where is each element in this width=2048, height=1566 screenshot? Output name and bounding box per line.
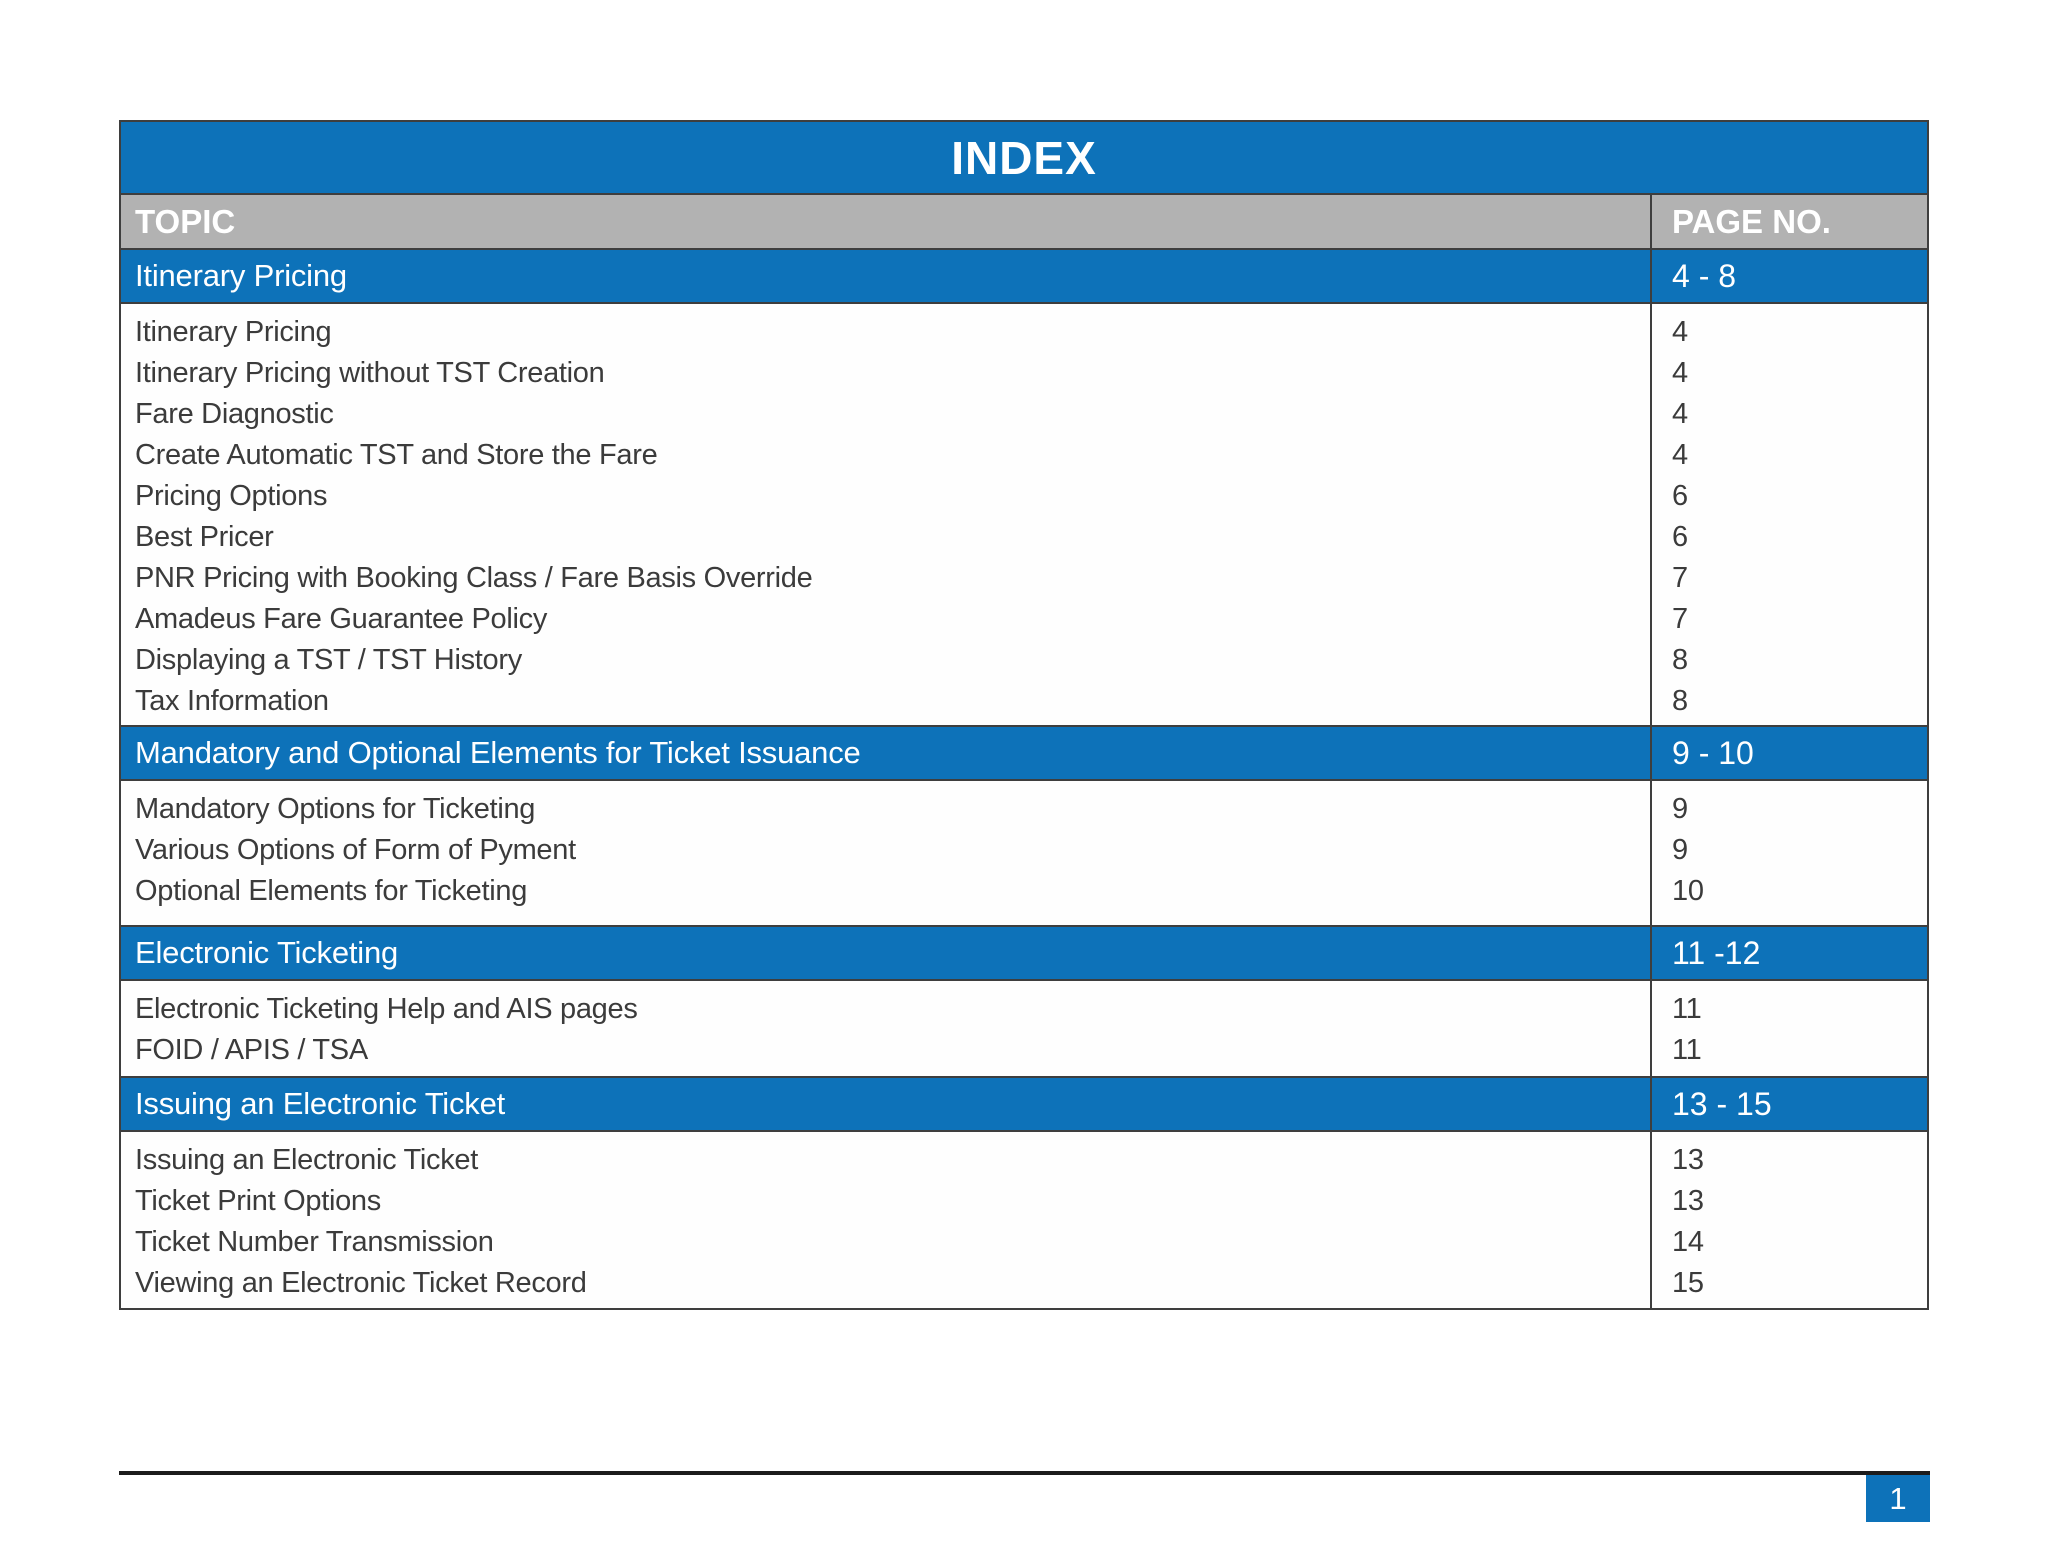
page-number: 1 [1889, 1480, 1907, 1516]
topic-item: Displaying a TST / TST History [135, 644, 522, 676]
topic-item: Tax Information [135, 685, 329, 717]
section-title: Itinerary Pricing [135, 258, 347, 293]
page-item: 13 [1672, 1144, 1704, 1176]
section-header-row: Issuing an Electronic Ticket 13 - 15 [121, 1076, 1927, 1130]
section-title: Issuing an Electronic Ticket [135, 1086, 506, 1121]
topic-list: Itinerary Pricing Itinerary Pricing witho… [121, 304, 1650, 725]
topic-item: Itinerary Pricing [135, 316, 332, 348]
topic-item: PNR Pricing with Booking Class / Fare Ba… [135, 562, 813, 594]
page-item: 8 [1672, 644, 1688, 676]
section-body-row: Issuing an Electronic Ticket Ticket Print… [121, 1130, 1927, 1308]
page-item: 4 [1672, 357, 1688, 389]
topic-item: Mandatory Options for Ticketing [135, 793, 536, 825]
page-list: 13 13 14 15 [1650, 1132, 1927, 1308]
page-item: 15 [1672, 1267, 1704, 1299]
index-sections: Itinerary Pricing 4 - 8 Itinerary Pricing I… [121, 248, 1927, 1308]
page-item: 11 [1672, 1034, 1702, 1066]
topic-item: Fare Diagnostic [135, 398, 334, 430]
page-item: 7 [1672, 562, 1688, 594]
page-list: 4 4 4 4 6 6 7 7 8 8 [1650, 304, 1927, 725]
section-body-row: Electronic Ticketing Help and AIS pages F… [121, 979, 1927, 1076]
section-header-row: Itinerary Pricing 4 - 8 [121, 248, 1927, 302]
topic-item: Best Pricer [135, 521, 274, 553]
page-number-badge: 1 [1866, 1475, 1930, 1522]
section-body-row: Mandatory Options for Ticketing Various O… [121, 779, 1927, 925]
topic-item: Amadeus Fare Guarantee Policy [135, 603, 548, 635]
page-list: 9 9 10 [1650, 781, 1927, 925]
index-title: INDEX [951, 131, 1097, 184]
section-title: Electronic Ticketing [135, 935, 399, 970]
page-item: 8 [1672, 685, 1688, 717]
topic-list: Issuing an Electronic Ticket Ticket Print… [121, 1132, 1650, 1308]
column-header-row: TOPIC PAGE NO. [121, 193, 1927, 248]
section-header-row: Mandatory and Optional Elements for Tick… [121, 725, 1927, 779]
topic-column-header: TOPIC [135, 202, 236, 240]
topic-list: Mandatory Options for Ticketing Various O… [121, 781, 1650, 925]
page-item: 14 [1672, 1226, 1704, 1258]
topic-item: Pricing Options [135, 480, 328, 512]
page-item: 4 [1672, 316, 1688, 348]
topic-item: Viewing an Electronic Ticket Record [135, 1267, 587, 1299]
topic-item: Create Automatic TST and Store the Fare [135, 439, 658, 471]
topic-item: Issuing an Electronic Ticket [135, 1144, 478, 1176]
section-header-row: Electronic Ticketing 11 -12 [121, 925, 1927, 979]
topic-item: Itinerary Pricing without TST Creation [135, 357, 605, 389]
index-title-row: INDEX [121, 122, 1927, 193]
page-item: 9 [1672, 834, 1688, 866]
page-item: 4 [1672, 439, 1688, 471]
page-item: 7 [1672, 603, 1688, 635]
topic-item: FOID / APIS / TSA [135, 1034, 368, 1066]
topic-list: Electronic Ticketing Help and AIS pages F… [121, 981, 1650, 1076]
page-item: 11 [1672, 993, 1702, 1025]
page-item: 10 [1672, 875, 1704, 907]
topic-item: Electronic Ticketing Help and AIS pages [135, 993, 638, 1025]
page-item: 6 [1672, 480, 1688, 512]
page-list: 11 11 [1650, 981, 1927, 1076]
topic-item: Ticket Number Transmission [135, 1226, 494, 1258]
section-title: Mandatory and Optional Elements for Tick… [135, 735, 861, 770]
section-body-row: Itinerary Pricing Itinerary Pricing witho… [121, 302, 1927, 725]
section-page-range: 13 - 15 [1650, 1078, 1927, 1130]
page-item: 4 [1672, 398, 1688, 430]
page-item: 13 [1672, 1185, 1704, 1217]
page-item: 6 [1672, 521, 1688, 553]
page-no-column-header: PAGE NO. [1650, 195, 1927, 248]
index-table: INDEX TOPIC PAGE NO. Itinerary Pricing 4 … [119, 120, 1929, 1310]
topic-item: Optional Elements for Ticketing [135, 875, 528, 907]
section-page-range: 4 - 8 [1650, 250, 1927, 302]
topic-item: Ticket Print Options [135, 1185, 381, 1217]
topic-item: Various Options of Form of Pyment [135, 834, 576, 866]
section-page-range: 11 -12 [1650, 927, 1927, 979]
footer-rule [119, 1471, 1930, 1475]
section-page-range: 9 - 10 [1650, 727, 1927, 779]
page-item: 9 [1672, 793, 1688, 825]
